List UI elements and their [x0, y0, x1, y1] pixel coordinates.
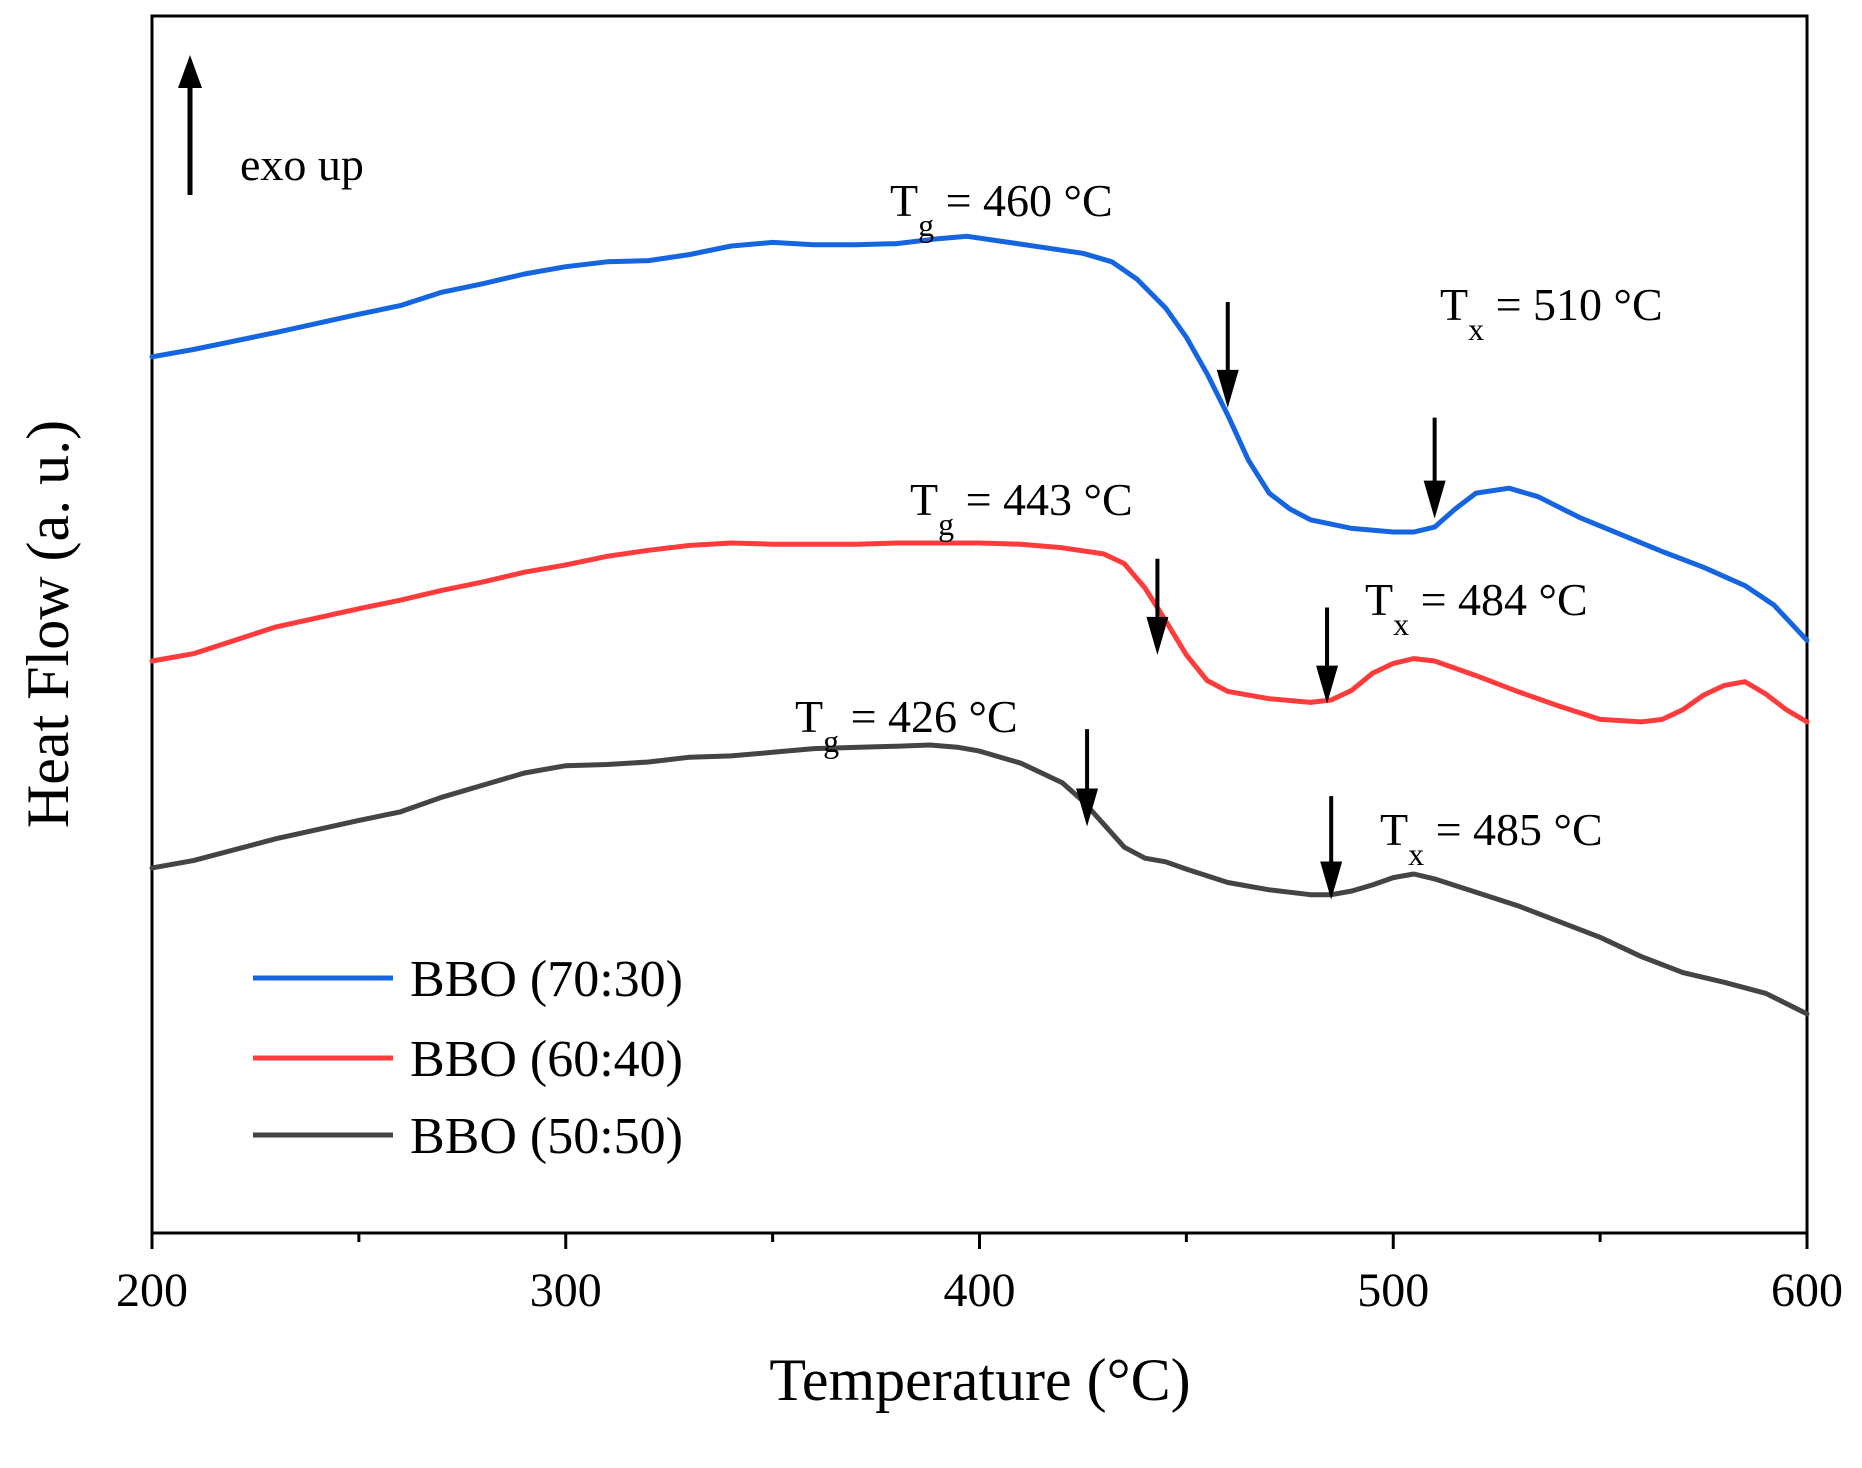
- exo-label: exo up: [240, 139, 364, 190]
- exo-arrowhead-icon: [178, 55, 202, 88]
- annotation-arrowhead-icon: [1146, 616, 1169, 655]
- x-tick-label: 300: [530, 1264, 602, 1317]
- legend-item: BBO (70:30): [253, 951, 683, 1008]
- legend-label-70-30: BBO (70:30): [410, 951, 683, 1008]
- annotation-label-tg: Tg = 460 °C: [890, 175, 1113, 243]
- annotation-label-tx: Tx = 484 °C: [1365, 574, 1588, 642]
- annotation-label-tx: Tx = 510 °C: [1440, 279, 1663, 347]
- annotation-label-tg: Tg = 426 °C: [795, 691, 1018, 759]
- x-axis-title: Temperature (°C): [769, 1347, 1190, 1413]
- annotation-arrowhead-icon: [1216, 369, 1239, 408]
- annotation-arrowhead-icon: [1076, 788, 1099, 827]
- x-tick-label: 200: [116, 1264, 188, 1317]
- y-axis-title: Heat Flow (a. u.): [15, 420, 81, 828]
- annotation-label-tg: Tg = 443 °C: [910, 474, 1133, 542]
- legend: BBO (70:30) BBO (60:40) BBO (50:50): [253, 951, 683, 1165]
- annotation-arrowhead-icon: [1316, 665, 1339, 704]
- series-line-50-50: [149, 742, 1810, 1017]
- annotation-arrowhead-icon: [1320, 861, 1343, 900]
- annotation-label-tx: Tx = 485 °C: [1380, 804, 1603, 872]
- annotation-arrowhead-icon: [1423, 480, 1446, 519]
- legend-item: BBO (50:50): [253, 1108, 683, 1165]
- series-line-70-30: [149, 233, 1810, 643]
- x-tick-label: 400: [944, 1264, 1016, 1317]
- x-tick-label: 500: [1357, 1264, 1429, 1317]
- annotation-arrows: [1076, 301, 1446, 900]
- exo-indicator: exo up: [178, 55, 364, 195]
- legend-label-60-40: BBO (60:40): [410, 1031, 683, 1088]
- series-layer: [149, 233, 1810, 1017]
- legend-label-50-50: BBO (50:50): [410, 1108, 683, 1165]
- x-axis: 200 300 400 500 600: [116, 1233, 1843, 1317]
- legend-item: BBO (60:40): [253, 1031, 683, 1088]
- annotation-labels: Tg = 460 °C Tx = 510 °C Tg = 443 °C Tx = 48…: [795, 175, 1663, 872]
- x-tick-label: 600: [1771, 1264, 1843, 1317]
